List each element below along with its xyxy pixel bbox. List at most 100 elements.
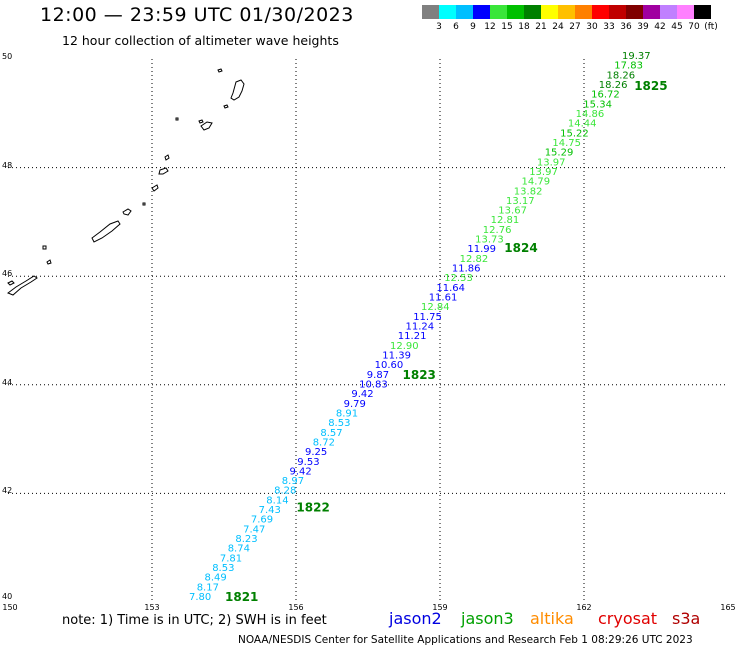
color-swatch [677,5,694,19]
wave-height-value: 8.28 [274,486,296,497]
color-swatch [694,5,711,19]
wave-height-value: 8.23 [235,534,257,545]
island-outline [142,202,146,206]
wave-height-value: 13.97 [537,157,566,168]
island-outline [42,245,47,250]
color-swatch [524,5,541,19]
color-scale-label: 27 [569,22,581,32]
wave-height-value: 18.26 [599,80,628,91]
latitude-label: 50 [2,52,13,61]
island-outline [158,167,169,175]
latitude-label: 42 [2,486,13,496]
wave-height-value: 8.53 [328,418,350,429]
wave-height-value: 8.72 [313,437,335,448]
legend-jason3: jason3 [461,609,514,628]
wave-height-value: 9.87 [367,370,389,381]
island-outline [200,121,213,131]
island-outline [217,68,223,73]
color-scale-label: 12 [484,22,496,32]
island-outline [164,154,170,161]
latitude-label: 46 [2,269,13,279]
wave-height-value: 10.83 [359,380,388,391]
color-swatch [541,5,558,19]
credit-line: NOAA/NESDIS Center for Satellite Applica… [238,634,693,646]
pass-time-label: 1822 [296,501,329,515]
wave-height-value: 11.86 [452,264,481,275]
island-outline [230,79,245,101]
wave-height-value: 12.84 [421,302,450,313]
color-swatch [626,5,643,19]
island-outline [223,104,229,109]
wave-height-value: 14.79 [522,177,551,188]
latitude-label: 40 [2,592,13,601]
wave-height-value: 15.29 [545,148,574,159]
color-scale-label: 33 [603,22,615,32]
color-swatch [473,5,490,19]
island-outline [198,119,204,124]
latitude-label: 44 [2,377,13,387]
color-swatch [592,5,609,19]
color-swatch [575,5,592,19]
wave-height-value: 7.69 [251,515,273,526]
island-outline [91,220,121,243]
color-scale-bar [422,5,711,19]
color-swatch [422,5,439,19]
color-swatch [609,5,626,19]
legend-cryosat: cryosat [598,609,658,628]
wave-height-value: 18.26 [607,70,636,81]
wave-height-labels: 7.808.178.498.537.818.748.237.477.697.43… [189,51,651,603]
legend-altika: altika [530,609,574,628]
wave-height-value: 8.57 [320,428,342,439]
wave-height-value: 13.97 [529,167,558,178]
color-scale-label: 24 [552,22,564,32]
coastline-outlines [6,68,245,296]
longitude-label: 150 [2,603,18,612]
pass-time-label: 1821 [225,590,258,604]
color-swatch [456,5,473,19]
wave-height-value: 17.83 [614,61,643,72]
wave-height-value: 8.74 [228,544,250,555]
color-scale-label: 39 [637,22,649,32]
latitude-label: 48 [2,160,13,170]
color-scale-label: 15 [501,22,513,32]
color-swatch [558,5,575,19]
color-swatch [507,5,524,19]
wave-height-value: 8.49 [205,573,227,584]
pass-time-label: 1824 [504,241,537,255]
pass-time-label: 1823 [403,368,436,382]
wave-height-value: 8.17 [197,582,219,593]
wave-height-value: 9.42 [351,389,373,400]
color-scale-label: 9 [470,22,476,32]
wave-height-value: 14.75 [552,138,581,149]
units-note: note: 1) Time is in UTC; 2) SWH is in fe… [62,613,327,628]
island-outline [151,184,159,192]
wave-height-value: 11.39 [382,351,411,362]
wave-height-value: 11.75 [413,312,442,323]
color-scale-label: 30 [586,22,598,32]
wave-height-value: 19.37 [622,51,651,62]
wave-height-value: 12.90 [390,341,419,352]
wave-height-value: 11.61 [429,293,458,304]
island-outline [122,208,132,216]
wave-height-value: 11.64 [436,283,465,294]
wave-height-value: 13.67 [498,206,527,217]
color-scale-label: 70 [688,22,700,32]
island-outline [46,259,52,265]
color-swatch [490,5,507,19]
longitude-label: 159 [432,603,448,612]
longitude-label: 156 [288,603,304,612]
graticule-grid [8,59,728,602]
wave-height-value: 7.43 [259,505,281,516]
wave-height-value: 8.14 [266,495,288,506]
wave-height-value: 12.76 [483,225,512,236]
wave-height-value: 7.81 [220,553,242,564]
color-scale-label: 3 [436,22,442,32]
wave-height-value: 9.53 [297,457,319,468]
longitude-label: 153 [144,603,160,612]
color-scale-label: 36 [620,22,632,32]
wave-height-value: 8.91 [336,408,358,419]
wave-height-value: 15.34 [583,99,612,110]
map-subtitle: 12 hour collection of altimeter wave hei… [62,33,339,48]
island-outline [175,117,179,121]
